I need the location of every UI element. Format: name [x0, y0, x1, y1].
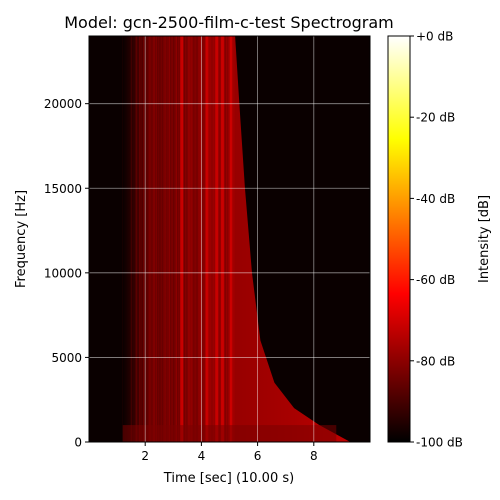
y-tick-label: 15000 [44, 182, 82, 196]
energy-region [122, 36, 351, 442]
y-tick-label: 5000 [51, 351, 82, 365]
colorbar: +0 dB -20 dB -40 dB -60 dB -80 dB -100 dB [387, 30, 463, 450]
colorbar-tick-label: -80 dB [416, 354, 455, 368]
y-tick-label: 10000 [44, 266, 82, 280]
x-tick-label: 4 [198, 449, 206, 463]
y-tick-label: 20000 [44, 97, 82, 111]
y-axis-label: Frequency [Hz] [14, 190, 29, 288]
onset-fade [122, 36, 149, 442]
x-tick-label: 6 [254, 449, 262, 463]
colorbar-label: Intensity [dB] [477, 195, 492, 283]
colorbar-tick-label: -100 dB [416, 436, 463, 450]
bright-band [215, 36, 219, 442]
colorbar-tick-label: -40 dB [416, 192, 455, 206]
y-tick-label: 0 [74, 436, 82, 450]
y-axis: 0 5000 10000 15000 20000 [44, 97, 89, 450]
colorbar-ticks: +0 dB -20 dB -40 dB -60 dB -80 dB -100 dB [410, 30, 463, 450]
bright-band [229, 36, 233, 442]
x-axis-label: Time [sec] (10.00 s) [163, 471, 294, 486]
colorbar-tick-label: -60 dB [416, 273, 455, 287]
colorbar-tick-label: -20 dB [416, 111, 455, 125]
x-tick-label: 2 [141, 449, 149, 463]
colorbar-tick-label: +0 dB [416, 30, 453, 44]
x-tick-label: 8 [310, 449, 318, 463]
chart-title: Model: gcn-2500-film-c-test Spectrogram [64, 13, 394, 32]
bright-band [220, 36, 224, 442]
bright-band [205, 36, 209, 442]
low-freq-floor [122, 425, 337, 442]
plot-area [88, 35, 371, 443]
plot-frame [88, 35, 371, 443]
colorbar-gradient [387, 35, 411, 443]
x-axis: 2 4 6 8 [141, 442, 318, 463]
bright-band [180, 36, 184, 442]
